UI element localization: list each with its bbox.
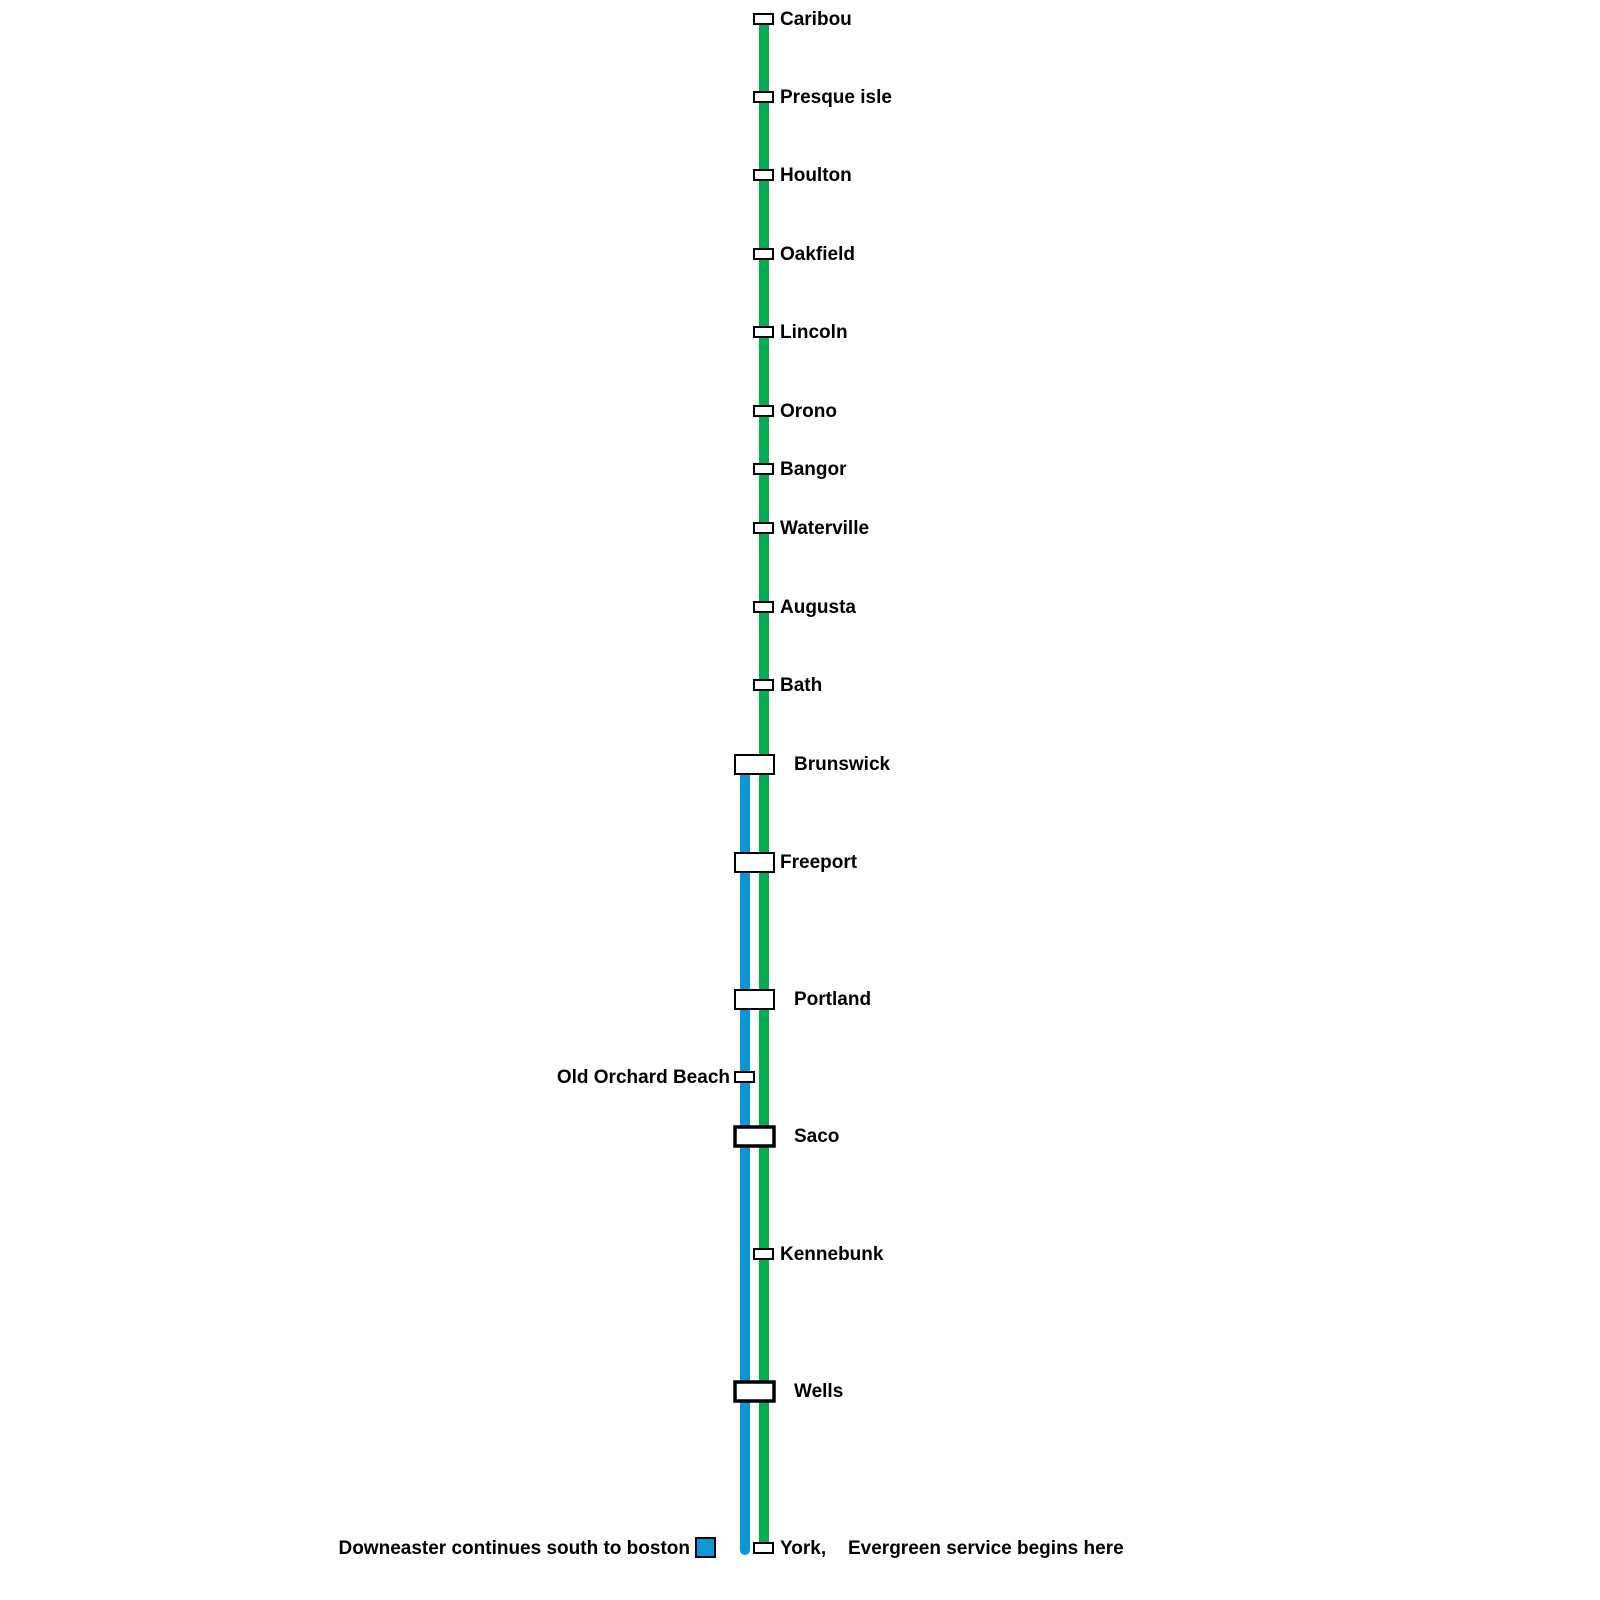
station-label: Caribou	[780, 9, 852, 30]
station-marker	[734, 989, 775, 1010]
station-label: Bangor	[780, 459, 847, 480]
station-lincoln: Lincoln	[753, 322, 848, 343]
station-label: Waterville	[780, 518, 869, 539]
station-label: Kennebunk	[780, 1244, 884, 1265]
station-marker	[753, 91, 774, 103]
station-marker	[753, 1248, 774, 1260]
station-marker	[734, 754, 775, 775]
station-marker	[753, 601, 774, 613]
station-label: Presque isle	[780, 87, 892, 108]
station-label: Freeport	[780, 852, 858, 873]
station-caribou: Caribou	[753, 9, 852, 30]
station-marker	[753, 326, 774, 338]
station-marker	[733, 1125, 776, 1148]
station-label: Oakfield	[780, 244, 855, 265]
station-marker	[753, 463, 774, 475]
station-label: Portland	[794, 989, 871, 1010]
station-label: York,	[780, 1538, 826, 1559]
station-marker	[753, 1542, 774, 1554]
evergreen-note: Evergreen service begins here	[848, 1538, 1124, 1559]
station-label: Orono	[780, 401, 837, 422]
downeaster-legend-swatch	[695, 1537, 716, 1558]
station-old-orchard-beach: Old Orchard Beach	[557, 1067, 755, 1088]
station-marker	[733, 1380, 776, 1403]
station-augusta: Augusta	[753, 597, 856, 618]
station-label: Augusta	[780, 597, 856, 618]
station-label: Bath	[780, 675, 822, 696]
station-label: Lincoln	[780, 322, 848, 343]
station-brunswick: Brunswick	[734, 754, 891, 775]
station-label: Houlton	[780, 165, 852, 186]
station-marker	[734, 1071, 755, 1083]
station-label: Wells	[794, 1381, 843, 1402]
station-marker	[753, 679, 774, 691]
station-houlton: Houlton	[753, 165, 852, 186]
station-bangor: Bangor	[753, 459, 847, 480]
station-waterville: Waterville	[753, 518, 869, 539]
downeaster-note: Downeaster continues south to boston	[338, 1538, 690, 1559]
station-marker	[753, 248, 774, 260]
station-york: York,	[753, 1538, 826, 1559]
station-label: Saco	[794, 1126, 839, 1147]
station-wells: Wells	[733, 1380, 843, 1403]
station-orono: Orono	[753, 401, 837, 422]
station-presque-isle: Presque isle	[753, 87, 892, 108]
station-label: Brunswick	[794, 754, 891, 775]
station-marker	[753, 169, 774, 181]
station-kennebunk: Kennebunk	[753, 1244, 884, 1265]
station-marker	[734, 852, 775, 873]
station-marker	[753, 405, 774, 417]
station-portland: Portland	[734, 989, 871, 1010]
station-marker	[753, 13, 774, 25]
station-bath: Bath	[753, 675, 822, 696]
station-oakfield: Oakfield	[753, 244, 855, 265]
station-label: Old Orchard Beach	[557, 1067, 730, 1088]
station-freeport: Freeport	[734, 852, 858, 873]
station-saco: Saco	[733, 1125, 839, 1148]
station-marker	[753, 522, 774, 534]
